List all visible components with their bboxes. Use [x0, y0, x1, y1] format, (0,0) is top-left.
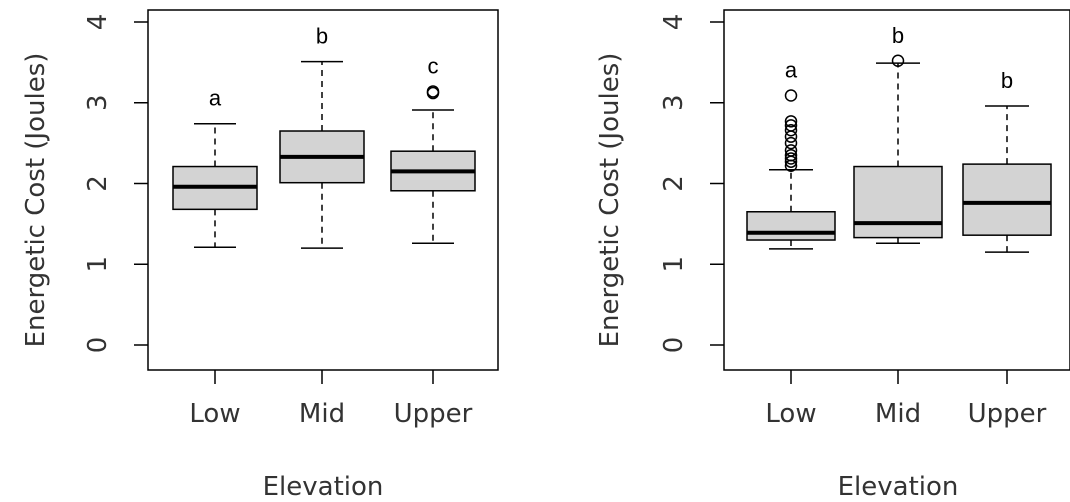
outlier-point — [891, 54, 905, 68]
x-axis-title: Elevation — [838, 472, 959, 502]
box-low: a — [172, 86, 258, 249]
outlier-point — [784, 130, 798, 143]
left-boxplot-panel: 0 1 2 3 4 Energetic Cost (Joules) Low Mid Upper E… — [21, 9, 499, 502]
box-upper: b — [962, 68, 1052, 253]
y-tick-label: 0 — [83, 337, 113, 354]
outlier-point — [784, 136, 798, 150]
outlier-point — [784, 148, 798, 162]
outlier-point — [784, 152, 798, 165]
box-mid: b — [853, 23, 943, 245]
interquartile-box — [746, 211, 836, 241]
box-upper: c — [390, 53, 476, 245]
y-tick-label: 4 — [83, 14, 113, 31]
y-tick-label: 1 — [659, 256, 689, 273]
right-boxplot-panel: 0 1 2 3 4 Energetic Cost (Joules) Low Mid Upper E… — [595, 9, 1070, 502]
x-tick-label: Upper — [968, 399, 1047, 429]
y-tick-label: 4 — [659, 14, 689, 31]
y-tick-label: 2 — [659, 175, 689, 192]
outlier-point — [784, 115, 798, 128]
outlier-point — [784, 144, 798, 157]
x-axis-title: Elevation — [263, 472, 384, 502]
outlier-point — [784, 123, 798, 137]
x-tick-label: Low — [765, 399, 816, 429]
outlier-point — [784, 119, 798, 132]
y-tick-label: 3 — [659, 94, 689, 111]
interquartile-box — [962, 163, 1052, 236]
box-mid: b — [279, 24, 365, 249]
y-tick-label: 1 — [83, 256, 113, 273]
x-tick-label: Mid — [875, 399, 921, 429]
x-tick-label: Low — [189, 399, 240, 429]
box-low: a — [746, 57, 836, 250]
y-axis-title: Energetic Cost (Joules) — [21, 53, 51, 348]
significance-letter: b — [316, 24, 328, 49]
significance-letter: b — [1001, 68, 1013, 93]
x-tick-label: Upper — [394, 399, 473, 429]
y-tick-label: 0 — [659, 337, 689, 354]
plot-frame — [147, 9, 499, 371]
significance-letter: a — [785, 57, 798, 82]
significance-letter: a — [209, 86, 222, 111]
plot-frame — [723, 9, 1070, 371]
interquartile-box — [853, 165, 943, 239]
y-tick-label: 2 — [83, 175, 113, 192]
significance-letter: c — [428, 53, 439, 78]
outlier-point — [784, 89, 798, 102]
outlier-point — [426, 85, 440, 98]
y-tick-label: 3 — [83, 94, 113, 111]
y-axis-title: Energetic Cost (Joules) — [595, 53, 625, 348]
significance-letter: b — [892, 23, 904, 48]
x-tick-label: Mid — [299, 399, 345, 429]
